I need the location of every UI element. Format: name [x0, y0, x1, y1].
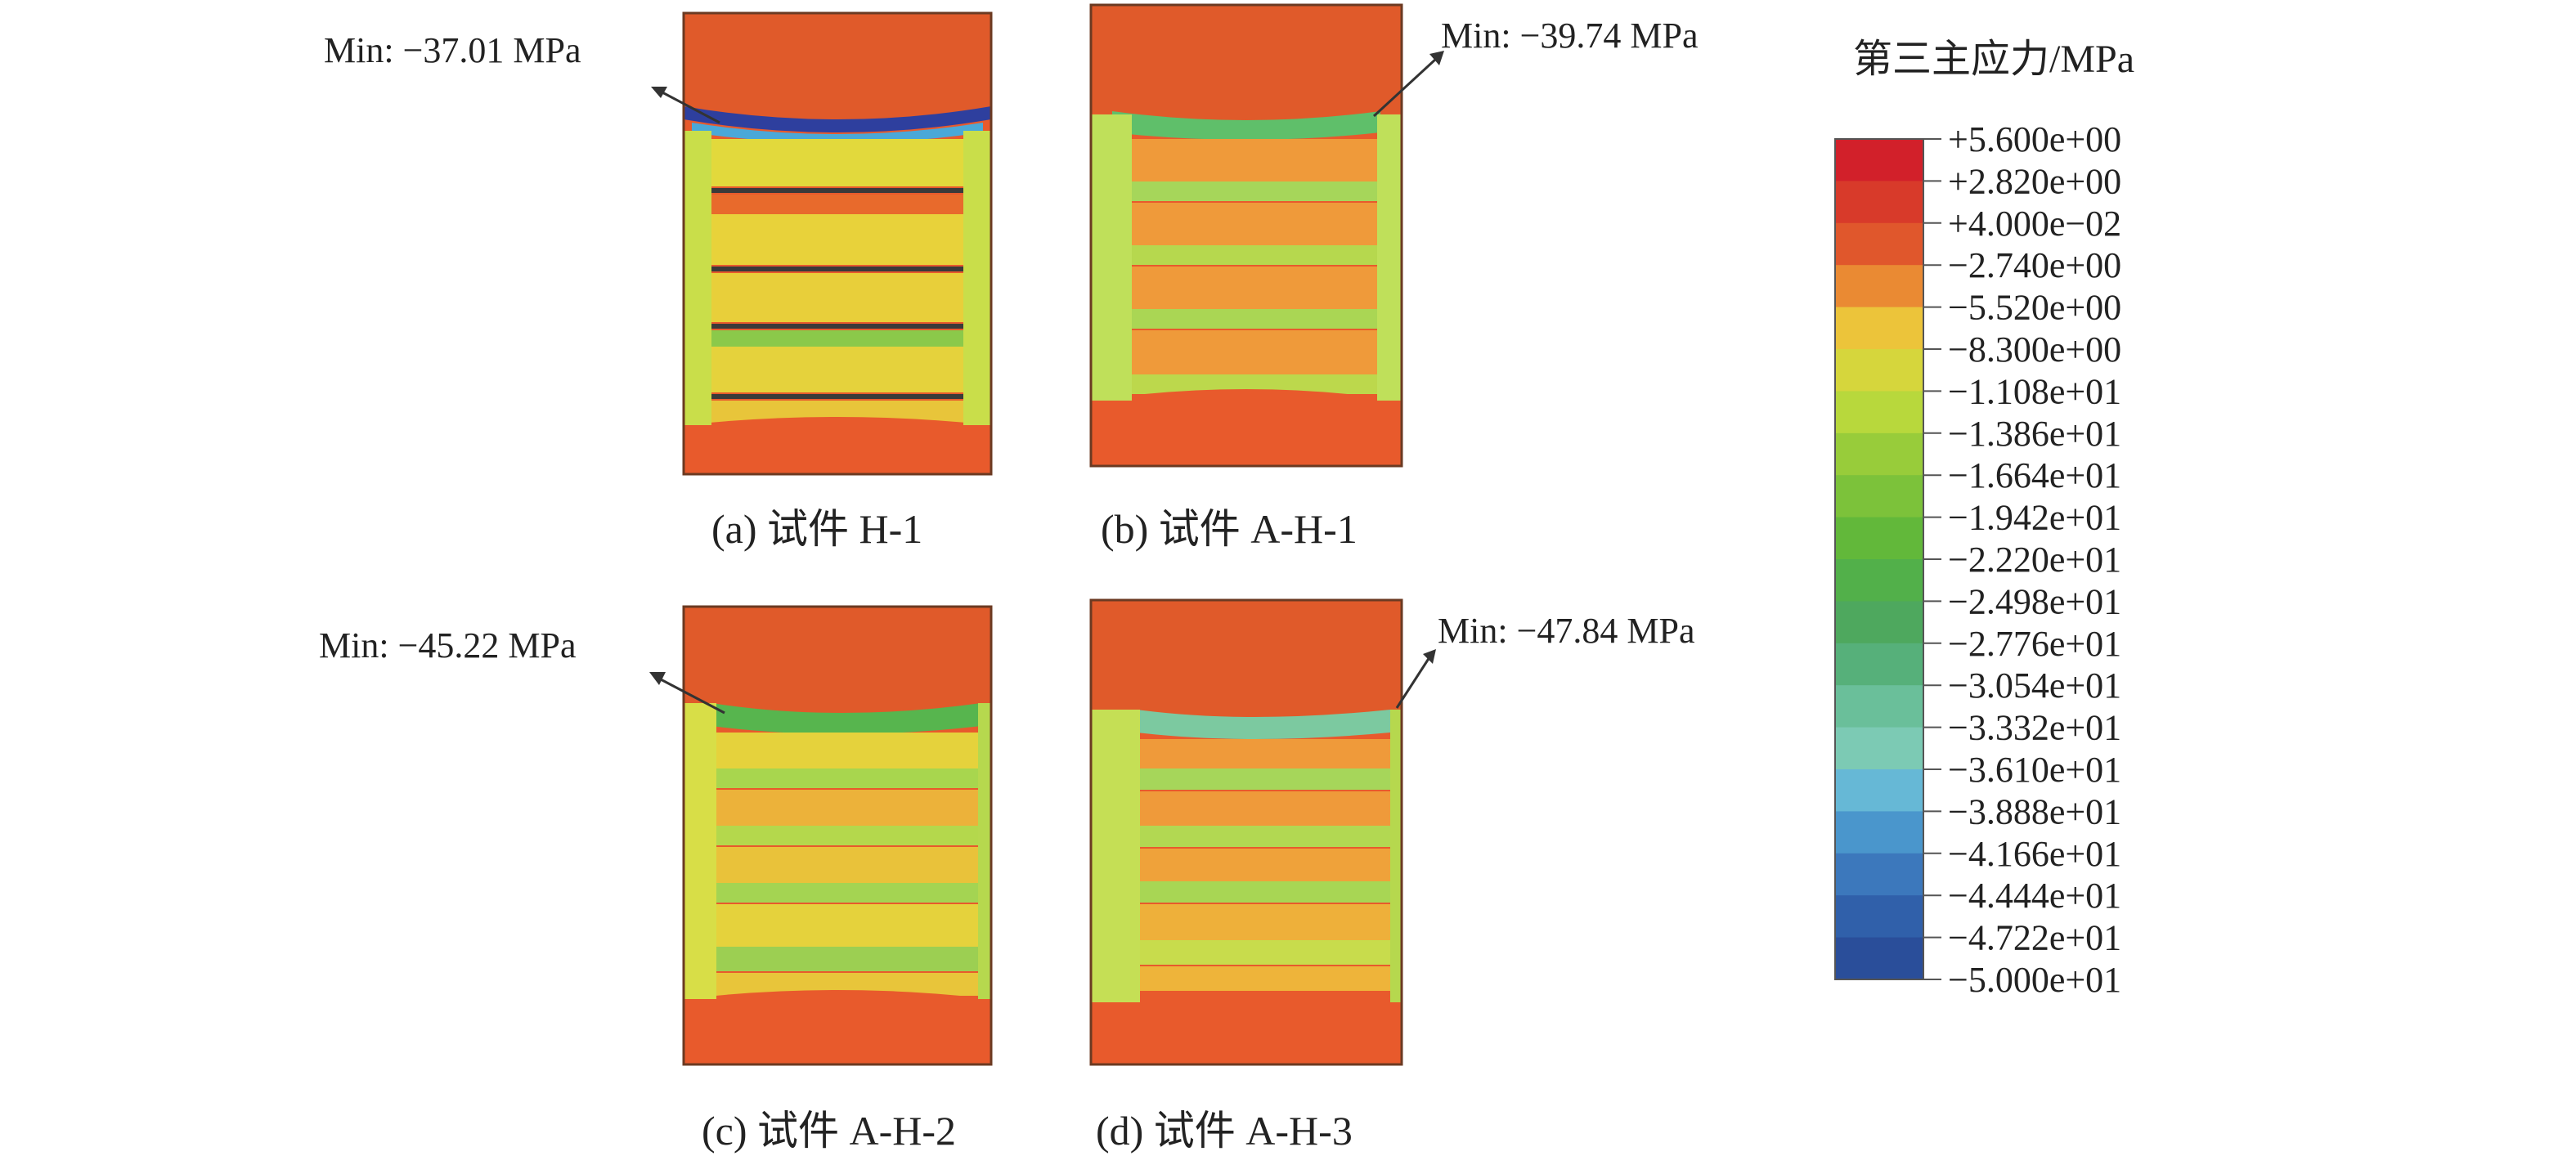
legend-swatch: [1835, 559, 1923, 602]
caption-d: (d) 试件 A-H-3: [1096, 1108, 1353, 1154]
specimen-a-contour: [682, 11, 993, 476]
legend-swatch: [1835, 727, 1923, 770]
legend-swatch: [1835, 475, 1923, 518]
panel-b: Min: −39.74 MPa (b) 试件 A-H-1: [1089, 3, 1699, 552]
caption-b: (b) 试件 A-H-1: [1101, 506, 1358, 552]
legend-swatch: [1835, 769, 1923, 812]
legend-tick-label: +5.600e+00: [1948, 119, 2121, 159]
min-stress-zone-c: [711, 703, 981, 734]
legend-tick-label: −8.300e+00: [1948, 329, 2121, 370]
legend-swatch: [1835, 307, 1923, 350]
legend-tick-label: −2.498e+01: [1948, 581, 2121, 621]
legend-tick-label: −3.610e+01: [1948, 750, 2121, 790]
legend-swatch: [1835, 139, 1923, 181]
legend-tick-label: −2.776e+01: [1948, 624, 2121, 664]
legend-swatch: [1835, 685, 1923, 728]
min-label-a: Min: −37.01 MPa: [324, 30, 581, 70]
min-stress-zone-a: [684, 106, 991, 132]
legend-tick-label: −3.332e+01: [1948, 708, 2121, 748]
color-legend: 第三主应力/MPa +5.600e+00+2.820e+00+4.000e−02…: [1834, 38, 2134, 1000]
panel-d: Min: −47.84 MPa (d) 试件 A-H-3: [1089, 598, 1695, 1154]
legend-swatch: [1835, 391, 1923, 434]
legend-swatch: [1835, 181, 1923, 224]
caption-c: (c) 试件 A-H-2: [702, 1108, 956, 1154]
min-leader-arrow-b: [1372, 51, 1444, 118]
specimen-c-contour: [682, 605, 993, 1066]
legend-tick-label: −2.740e+00: [1948, 245, 2121, 285]
legend-tick-label: −4.444e+01: [1948, 876, 2121, 916]
min-leader-arrow-d: [1395, 649, 1436, 709]
panel-c: Min: −45.22 MPa (c) 试件 A-H-2: [319, 605, 993, 1154]
min-stress-zone-d: [1137, 710, 1390, 739]
min-leader-arrow-a: [651, 87, 720, 124]
legend-tick-labels: +5.600e+00+2.820e+00+4.000e−02−2.740e+00…: [1923, 119, 2121, 1000]
legend-swatch: [1835, 265, 1923, 308]
legend-tick-label: −5.520e+00: [1948, 288, 2121, 328]
min-label-c: Min: −45.22 MPa: [319, 625, 577, 665]
legend-swatch: [1835, 601, 1923, 644]
legend-tick-label: −1.108e+01: [1948, 371, 2121, 411]
legend-swatch: [1835, 432, 1923, 476]
specimen-d-contour: [1089, 598, 1403, 1066]
legend-tick-label: −1.386e+01: [1948, 414, 2121, 454]
caption-a: (a) 试件 H-1: [711, 506, 922, 552]
legend-swatch: [1835, 811, 1923, 854]
legend-tick-label: +2.820e+00: [1948, 161, 2121, 201]
legend-tick-label: −3.888e+01: [1948, 791, 2121, 831]
min-leader-arrow-c: [649, 672, 725, 715]
min-stress-zone-b: [1112, 111, 1380, 140]
legend-tick-label: −1.664e+01: [1948, 455, 2121, 495]
legend-swatch: [1835, 853, 1923, 896]
legend-color-bar: [1834, 138, 1924, 980]
min-label-b: Min: −39.74 MPa: [1441, 16, 1699, 56]
legend-tick-label: −5.000e+01: [1948, 960, 2121, 1000]
specimen-b-contour: [1089, 3, 1403, 468]
legend-tick-label: −4.722e+01: [1948, 918, 2121, 958]
legend-tick-label: −3.054e+01: [1948, 665, 2121, 706]
legend-swatch: [1835, 222, 1923, 266]
legend-tick-label: −4.166e+01: [1948, 834, 2121, 874]
legend-swatch: [1835, 895, 1923, 939]
panel-a: Min: −37.01 MPa (a) 试件 H-1: [324, 11, 993, 552]
legend-title: 第三主应力/MPa: [1853, 38, 2134, 81]
legend-swatch: [1835, 349, 1923, 392]
legend-swatch: [1835, 643, 1923, 686]
legend-swatch: [1835, 937, 1923, 980]
legend-tick-label: +4.000e−02: [1948, 204, 2121, 244]
legend-tick-label: −2.220e+01: [1948, 540, 2121, 580]
legend-swatch: [1835, 517, 1923, 560]
legend-tick-label: −1.942e+01: [1948, 498, 2121, 538]
min-label-d: Min: −47.84 MPa: [1438, 611, 1695, 651]
